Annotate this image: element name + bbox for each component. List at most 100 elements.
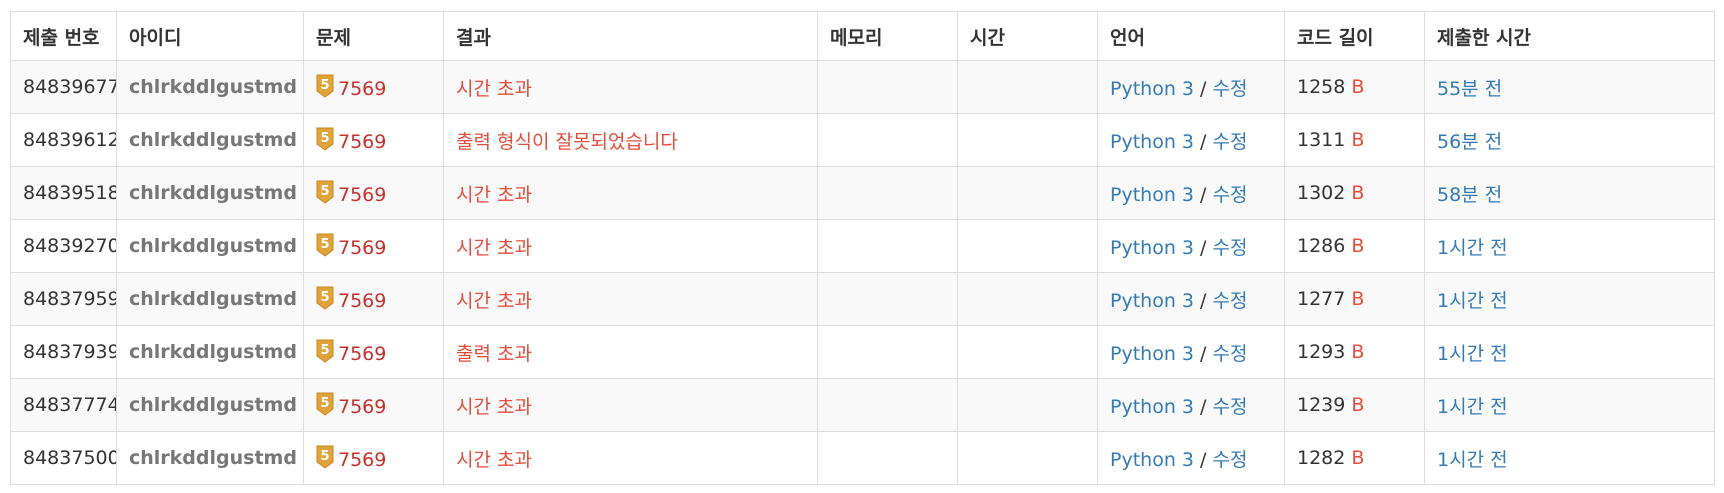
language-link[interactable]: Python 3	[1110, 342, 1194, 365]
result-cell: 시간 초과	[443, 431, 818, 485]
language-cell: Python 3 / 수정	[1097, 431, 1285, 485]
problem-link[interactable]: 7569	[338, 237, 387, 259]
table-row: 84839270 chlrkddlgustmd 5 7569 시간 초과 Pyt…	[10, 219, 1715, 273]
submission-id-text: 84839518	[23, 182, 117, 204]
user-link[interactable]: chlrkddlgustmd	[129, 394, 297, 416]
column-header: 제출한 시간	[1424, 11, 1715, 61]
code-length-unit: B	[1351, 288, 1365, 310]
language-cell: Python 3 / 수정	[1097, 378, 1285, 432]
code-length-cell: 1282 B	[1284, 431, 1425, 485]
user-cell: chlrkddlgustmd	[116, 113, 304, 167]
tier-gold-5-icon: 5	[316, 286, 334, 310]
result-text: 시간 초과	[456, 77, 532, 100]
svg-text:5: 5	[320, 290, 329, 305]
problem-link[interactable]: 7569	[338, 449, 387, 471]
language-link[interactable]: Python 3	[1110, 236, 1194, 259]
language-link[interactable]: Python 3	[1110, 289, 1194, 312]
user-link[interactable]: chlrkddlgustmd	[129, 341, 297, 363]
memory-cell	[817, 272, 958, 326]
table-row: 84837959 chlrkddlgustmd 5 7569 시간 초과 Pyt…	[10, 272, 1715, 326]
svg-text:5: 5	[320, 396, 329, 411]
language-cell: Python 3 / 수정	[1097, 60, 1285, 114]
user-link[interactable]: chlrkddlgustmd	[129, 235, 297, 257]
language-cell: Python 3 / 수정	[1097, 325, 1285, 379]
result-cell: 시간 초과	[443, 166, 818, 220]
problem-cell: 5 7569	[303, 378, 444, 432]
submission-id: 84837774	[10, 378, 117, 432]
table-row: 84837774 chlrkddlgustmd 5 7569 시간 초과 Pyt…	[10, 378, 1715, 432]
svg-text:5: 5	[320, 131, 329, 146]
submitted-time-link[interactable]: 55분 전	[1437, 77, 1503, 100]
time-cell	[957, 113, 1098, 167]
tier-gold-5-icon: 5	[316, 127, 334, 151]
submission-id: 84837959	[10, 272, 117, 326]
language-link[interactable]: Python 3	[1110, 77, 1194, 100]
user-link[interactable]: chlrkddlgustmd	[129, 129, 297, 151]
problem-link[interactable]: 7569	[338, 290, 387, 312]
edit-link[interactable]: 수정	[1212, 183, 1248, 206]
edit-link[interactable]: 수정	[1212, 130, 1248, 153]
code-length-unit: B	[1351, 76, 1365, 98]
language-separator: /	[1194, 342, 1213, 365]
code-length-cell: 1293 B	[1284, 325, 1425, 379]
user-cell: chlrkddlgustmd	[116, 272, 304, 326]
column-header: 문제	[303, 11, 444, 61]
problem-link[interactable]: 7569	[338, 184, 387, 206]
submission-id-text: 84837939	[23, 341, 117, 363]
submitted-time-cell: 55분 전	[1424, 60, 1715, 114]
language-link[interactable]: Python 3	[1110, 183, 1194, 206]
user-link[interactable]: chlrkddlgustmd	[129, 447, 297, 469]
submission-id: 84839270	[10, 219, 117, 273]
tier-gold-5-icon: 5	[316, 392, 334, 416]
user-link[interactable]: chlrkddlgustmd	[129, 76, 297, 98]
submission-status-table: 제출 번호 아이디 문제 결과 메모리 시간 언어 코드 길이 제출한 시간 84839677 …	[10, 11, 1715, 485]
submitted-time-link[interactable]: 1시간 전	[1437, 395, 1508, 418]
result-text: 시간 초과	[456, 395, 532, 418]
edit-link[interactable]: 수정	[1212, 395, 1248, 418]
submitted-time-link[interactable]: 1시간 전	[1437, 289, 1508, 312]
submission-id-text: 84837500	[23, 447, 117, 469]
memory-cell	[817, 113, 958, 167]
submitted-time-link[interactable]: 58분 전	[1437, 183, 1503, 206]
edit-link[interactable]: 수정	[1212, 77, 1248, 100]
problem-cell: 5 7569	[303, 325, 444, 379]
language-link[interactable]: Python 3	[1110, 130, 1194, 153]
problem-link[interactable]: 7569	[338, 78, 387, 100]
code-length-cell: 1258 B	[1284, 60, 1425, 114]
problem-cell: 5 7569	[303, 166, 444, 220]
table-row: 84839612 chlrkddlgustmd 5 7569 출력 형식이 잘못…	[10, 113, 1715, 167]
user-link[interactable]: chlrkddlgustmd	[129, 288, 297, 310]
result-text: 출력 초과	[456, 342, 532, 365]
svg-text:5: 5	[320, 78, 329, 93]
language-link[interactable]: Python 3	[1110, 448, 1194, 471]
submitted-time-link[interactable]: 1시간 전	[1437, 236, 1508, 259]
code-length-unit: B	[1351, 182, 1365, 204]
time-cell	[957, 272, 1098, 326]
result-cell: 시간 초과	[443, 219, 818, 273]
problem-link[interactable]: 7569	[338, 343, 387, 365]
language-separator: /	[1194, 448, 1213, 471]
language-link[interactable]: Python 3	[1110, 395, 1194, 418]
code-length-value: 1277	[1297, 288, 1346, 310]
time-cell	[957, 166, 1098, 220]
submitted-time-link[interactable]: 1시간 전	[1437, 342, 1508, 365]
column-header: 메모리	[817, 11, 958, 61]
problem-link[interactable]: 7569	[338, 396, 387, 418]
submitted-time-cell: 1시간 전	[1424, 378, 1715, 432]
edit-link[interactable]: 수정	[1212, 342, 1248, 365]
status-table-container: 제출 번호 아이디 문제 결과 메모리 시간 언어 코드 길이 제출한 시간 84839677 …	[10, 11, 1715, 485]
submission-id: 84839518	[10, 166, 117, 220]
problem-link[interactable]: 7569	[338, 131, 387, 153]
submitted-time-link[interactable]: 1시간 전	[1437, 448, 1508, 471]
language-cell: Python 3 / 수정	[1097, 113, 1285, 167]
user-link[interactable]: chlrkddlgustmd	[129, 182, 297, 204]
edit-link[interactable]: 수정	[1212, 289, 1248, 312]
language-separator: /	[1194, 183, 1213, 206]
code-length-unit: B	[1351, 235, 1365, 257]
language-separator: /	[1194, 130, 1213, 153]
edit-link[interactable]: 수정	[1212, 236, 1248, 259]
submitted-time-link[interactable]: 56분 전	[1437, 130, 1503, 153]
column-header: 언어	[1097, 11, 1285, 61]
edit-link[interactable]: 수정	[1212, 448, 1248, 471]
problem-cell: 5 7569	[303, 272, 444, 326]
